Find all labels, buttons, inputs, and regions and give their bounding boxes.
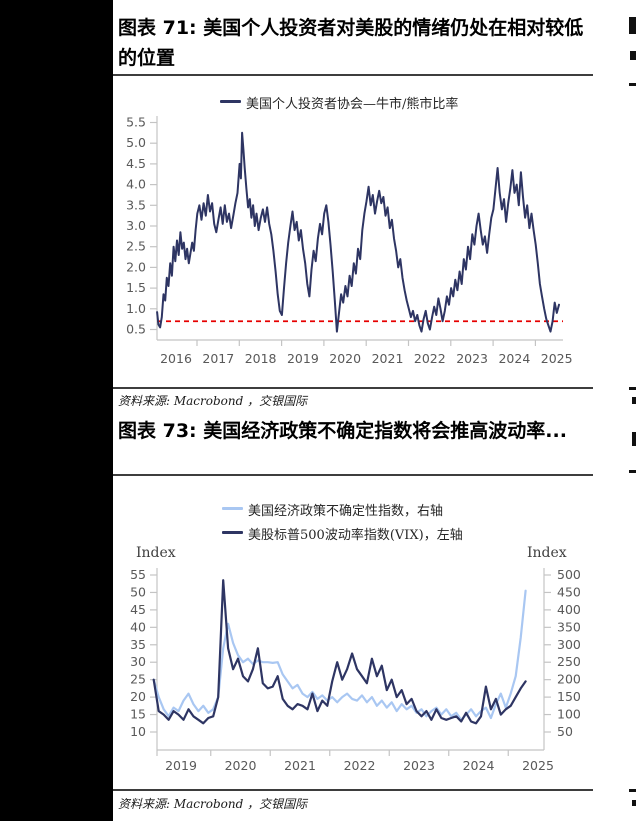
x-axis-tick-label: 2023 xyxy=(456,351,488,366)
left-axis-tick-label: 25 xyxy=(130,672,146,687)
y-axis-tick-label: 1.0 xyxy=(126,301,146,316)
y-axis-tick-label: 1.5 xyxy=(126,280,146,295)
left-axis-tick-label: 35 xyxy=(130,637,146,652)
x-axis-tick-label: 2019 xyxy=(165,758,197,773)
adjacent-column-fragment xyxy=(632,800,636,806)
left-axis-tick-label: 10 xyxy=(130,724,146,739)
right-axis-tick-label: 500 xyxy=(557,567,581,582)
left-axis-title: Index xyxy=(136,545,176,561)
y-axis-tick-label: 2.0 xyxy=(126,259,146,274)
vix-line xyxy=(152,579,527,725)
vix-legend-label: 美股标普500波动率指数(VIX)，左轴 xyxy=(248,528,463,543)
right-axis-tick-label: 100 xyxy=(557,707,581,722)
y-axis-tick-label: 3.5 xyxy=(126,197,146,212)
y-axis-tick-label: 0.5 xyxy=(126,322,146,337)
right-axis-tick-label: 450 xyxy=(557,584,581,599)
aaii-legend-swatch xyxy=(220,100,241,103)
adjacent-column-fragment xyxy=(632,432,636,446)
figure73-title-rule xyxy=(113,474,593,476)
left-axis-tick-label: 50 xyxy=(130,584,146,599)
x-axis-tick-label: 2021 xyxy=(372,351,404,366)
adjacent-column-fragment xyxy=(632,397,636,404)
adjacent-column-fragment xyxy=(630,51,636,60)
right-axis-tick-label: 300 xyxy=(557,637,581,652)
y-axis-tick-label: 2.5 xyxy=(126,239,146,254)
y-axis-tick-label: 4.0 xyxy=(126,177,146,192)
x-axis-tick-label: 2024 xyxy=(498,351,530,366)
right-axis-tick-label: 250 xyxy=(557,654,581,669)
x-axis-tick-label: 2025 xyxy=(522,758,554,773)
left-axis-tick-label: 45 xyxy=(130,602,146,617)
epu-line xyxy=(152,589,527,721)
figure73-bottom-rule xyxy=(113,789,593,791)
right-axis-tick-label: 150 xyxy=(557,689,581,704)
adjacent-column-fragment xyxy=(629,83,636,86)
right-axis-title: Index xyxy=(527,545,567,561)
right-axis-tick-label: 50 xyxy=(557,724,573,739)
left-axis-tick-label: 15 xyxy=(130,707,146,722)
vix-epu-chart: 1015202530354045505550100150200250300350… xyxy=(130,567,581,773)
aaii-ratio-line xyxy=(156,131,560,333)
vix-legend-swatch xyxy=(222,531,243,534)
x-axis-tick-label: 2018 xyxy=(245,351,277,366)
x-axis-tick-label: 2025 xyxy=(541,351,573,366)
y-axis-tick-label: 5.5 xyxy=(126,115,146,130)
adjacent-column-fragment xyxy=(629,789,636,792)
right-axis-tick-label: 200 xyxy=(557,672,581,687)
x-axis-tick-label: 2021 xyxy=(284,758,316,773)
epu-legend-swatch xyxy=(222,507,243,510)
right-axis-tick-label: 400 xyxy=(557,602,581,617)
figure71-title-rule xyxy=(113,74,593,76)
x-axis-tick-label: 2022 xyxy=(414,351,446,366)
y-axis-tick-label: 5.0 xyxy=(126,135,146,150)
aaii-bull-bear-chart: 0.5 1.0 1.5 2.0 2.5 3.0 3.5 4.0 4.5 5.0 5.5 2016 201… xyxy=(126,115,573,367)
left-axis-tick-label: 40 xyxy=(130,619,146,634)
x-axis-tick-label: 2022 xyxy=(344,758,376,773)
right-axis-tick-label: 350 xyxy=(557,619,581,634)
x-axis-tick-label: 2020 xyxy=(225,758,257,773)
left-axis-tick-label: 30 xyxy=(130,654,146,669)
figure71-source: 资料来源: Macrobond ，交银国际 xyxy=(118,394,308,408)
x-axis-tick-label: 2023 xyxy=(403,758,435,773)
figure71-title: 图表 71: 美国个人投资者对美股的情绪仍处在相对较低的位置 xyxy=(118,17,584,69)
x-axis-tick-label: 2016 xyxy=(160,351,192,366)
adjacent-column-fragment xyxy=(629,470,636,473)
x-axis-tick-label: 2019 xyxy=(287,351,319,366)
figure73-source: 资料来源: Macrobond ，交银国际 xyxy=(118,797,308,811)
adjacent-column-fragment xyxy=(629,387,636,390)
x-axis-tick-label: 2024 xyxy=(463,758,495,773)
epu-legend-label: 美国经济政策不确定性指数，右轴 xyxy=(248,504,444,519)
aaii-legend-label: 美国个人投资者协会—牛市/熊市比率 xyxy=(246,97,459,112)
figure73-title: 图表 73: 美国经济政策不确定指数将会推高波动率... xyxy=(118,420,567,442)
x-axis-tick-label: 2017 xyxy=(202,351,234,366)
y-axis-tick-label: 4.5 xyxy=(126,156,146,171)
page-left-black-margin xyxy=(0,0,113,821)
y-axis-tick-label: 3.0 xyxy=(126,218,146,233)
figure71-bottom-rule xyxy=(113,387,593,389)
x-axis-tick-label: 2020 xyxy=(329,351,361,366)
left-axis-tick-label: 55 xyxy=(130,567,146,582)
adjacent-column-fragment xyxy=(629,17,636,34)
left-axis-tick-label: 20 xyxy=(130,689,146,704)
